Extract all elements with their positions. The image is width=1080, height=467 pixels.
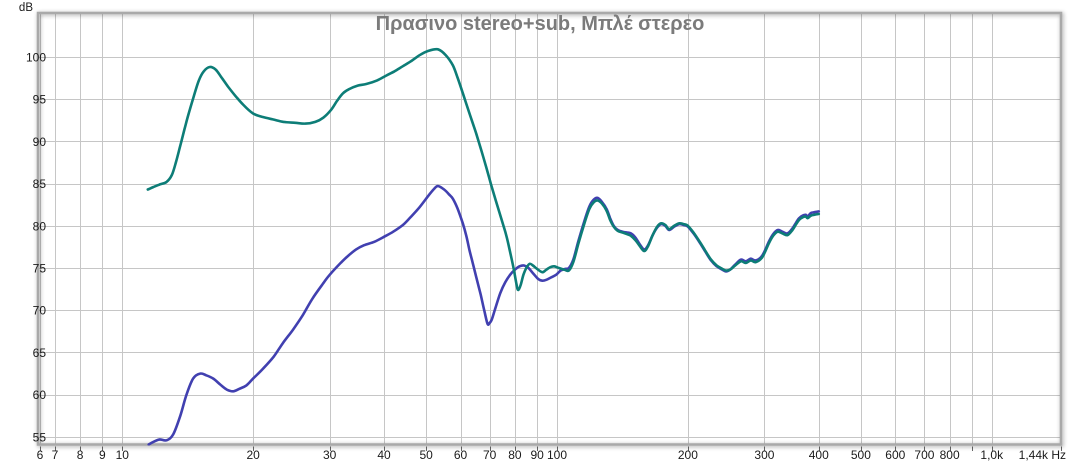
x-axis-tick-label: 30 [323, 448, 337, 462]
axis-labels: dB 100 95 90 85 80 75 70 65 60 55 6 7 8 9 10 20 30 40 50 60 7… [19, 2, 1066, 462]
x-axis-tick-label: 40 [377, 448, 391, 462]
x-axis-tick-label: 100 [547, 448, 567, 462]
x-axis-tick-label: 800 [940, 448, 960, 462]
gridlines [38, 13, 1062, 445]
x-axis-tick-label: 10 [116, 448, 130, 462]
plot-frame [36, 11, 1063, 446]
x-axis-tick-label: 1,0k [980, 448, 1004, 462]
x-axis-tick-label: 600 [885, 448, 905, 462]
x-axis-tick-label: 70 [483, 448, 497, 462]
y-axis-unit-label: dB [19, 2, 33, 14]
x-axis-tick-label: 90 [530, 448, 544, 462]
x-axis-tick-label: 500 [851, 448, 871, 462]
y-axis-tick-label: 70 [33, 304, 47, 318]
x-axis-tick-label: 400 [809, 448, 829, 462]
x-axis-tick-label: 300 [754, 448, 774, 462]
y-axis-tick-label: 55 [33, 430, 47, 444]
y-axis-tick-label: 85 [33, 177, 47, 191]
series-stereo-sub-curve [146, 47, 821, 292]
x-axis-tick-label: 20 [246, 448, 260, 462]
y-axis-tick-label: 90 [33, 135, 47, 149]
x-axis-tick-label: 50 [419, 448, 433, 462]
y-axis-tick-label: 65 [33, 346, 47, 360]
x-axis-tick-label: 200 [678, 448, 698, 462]
y-axis-tick-label: 80 [33, 219, 47, 233]
y-axis-tick-label: 60 [33, 388, 47, 402]
x-axis-tick-label: 6 [37, 448, 44, 462]
x-axis-tick-label: 80 [508, 448, 522, 462]
x-axis-tick-label: 8 [77, 448, 84, 462]
x-axis-tick-label: 9 [99, 448, 106, 462]
curves [146, 47, 821, 446]
y-axis-tick-label: 100 [26, 50, 46, 64]
x-axis-tick-label: 700 [914, 448, 934, 462]
x-axis-tick-label: 60 [454, 448, 468, 462]
x-axis-tick-label: 1,44k Hz [1019, 448, 1066, 462]
series-stereo-curve [147, 184, 821, 446]
y-axis-tick-label: 75 [33, 262, 47, 276]
x-axis-ticks [40, 446, 1062, 451]
x-axis-tick-label: 7 [52, 448, 59, 462]
y-axis-tick-label: 95 [33, 93, 47, 107]
